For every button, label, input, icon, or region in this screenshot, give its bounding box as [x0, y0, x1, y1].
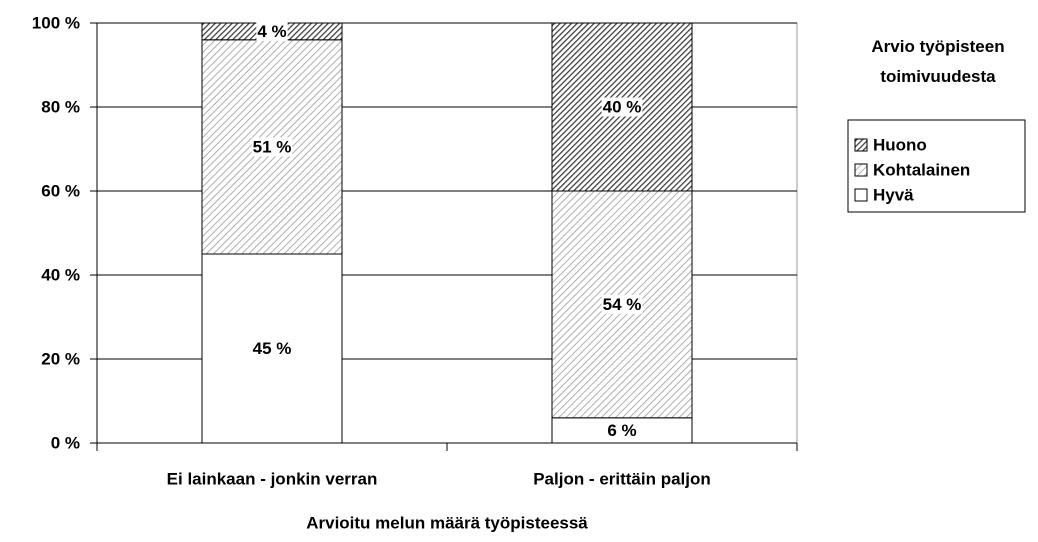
legend-swatch: [854, 163, 868, 177]
y-tick-label: 20 %: [41, 349, 80, 368]
legend-swatch: [854, 188, 868, 202]
value-label-bg: [251, 338, 293, 358]
y-tick-label: 80 %: [41, 97, 80, 116]
value-label-bg: [601, 97, 643, 117]
y-tick-label: 100 %: [32, 13, 80, 32]
y-tick-label: 0 %: [51, 433, 80, 452]
value-label: 51 %: [253, 137, 292, 156]
value-label: 4 %: [257, 22, 286, 41]
value-label: 45 %: [253, 339, 292, 358]
legend-box: [847, 119, 1026, 213]
x-axis-title: Arvioitu melun määrä työpisteessä: [306, 513, 588, 532]
value-label: 40 %: [603, 97, 642, 116]
legend-title: Arvio työpisteen toimivuudesta: [871, 37, 1005, 86]
y-tick-label: 60 %: [41, 181, 80, 200]
y-tick-label: 40 %: [41, 265, 80, 284]
x-tick-label: Ei lainkaan - jonkin verran: [167, 469, 378, 488]
legend-label: Kohtalainen: [873, 160, 970, 179]
value-label-bg: [256, 21, 288, 41]
value-label-bg: [251, 137, 293, 157]
value-label: 54 %: [603, 295, 642, 314]
value-label-bg: [606, 420, 638, 440]
value-label: 6 %: [607, 421, 636, 440]
legend-swatch: [854, 138, 868, 152]
legend-label: Huono: [873, 135, 927, 154]
legend-label: Hyvä: [873, 185, 914, 204]
x-tick-label: Paljon - erittäin paljon: [533, 469, 711, 488]
value-label-bg: [601, 294, 643, 314]
